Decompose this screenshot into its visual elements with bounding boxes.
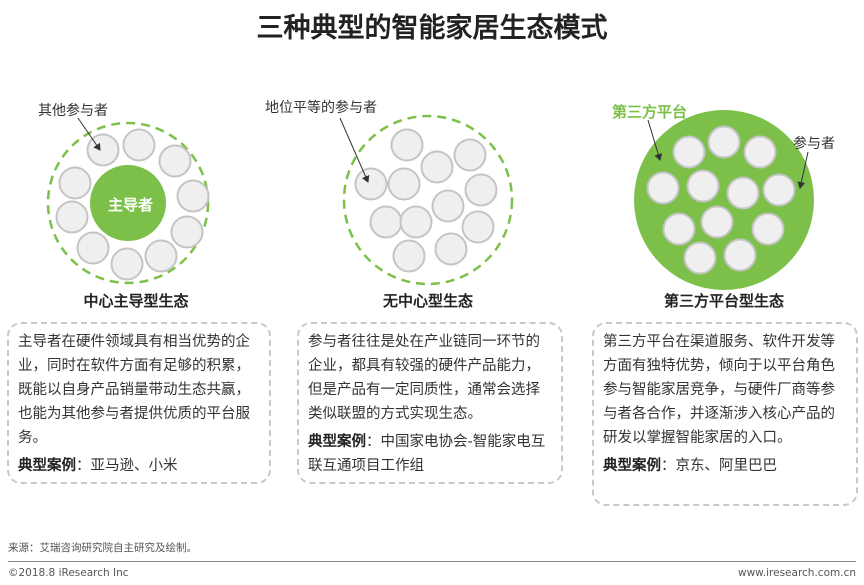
participant-circle [390,128,424,162]
participant-circle [743,135,777,169]
participant-circle [170,215,204,249]
diagram-platform [634,110,814,290]
participant-circle [431,189,465,223]
callout-equal-participants: 地位平等的参与者 [265,100,377,116]
callout-other-participants: 其他参与者 [38,103,108,119]
description: 主导者在硬件领域具有相当优势的企业，同时在软件方面有足够的积累，既能以自身产品销… [18,334,250,446]
participant-circle [58,166,92,200]
description-box-platform: 第三方平台在渠道服务、软件开发等方面有独特优势，倾向于以平台角色参与智能家居竞争… [592,322,858,506]
description: 第三方平台在渠道服务、软件开发等方面有独特优势，倾向于以平台角色参与智能家居竞争… [603,334,835,446]
participant-circle [700,205,734,239]
copyright: ©2018.8 iResearch Inc [8,567,129,579]
case-value: ：中国家电协会-智能家电互联互通项目工作组 [308,434,546,474]
participant-circle [158,144,192,178]
participant-circle [122,128,156,162]
page-title: 三种典型的智能家居生态模式 [256,13,608,44]
participant-circle [453,138,487,172]
participant-circle [723,238,757,272]
participant-circle [176,179,210,213]
case-value: ：京东、阿里巴巴 [661,458,777,474]
case-label: 典型案例 [308,434,366,450]
arrow [77,117,101,151]
arrow [797,151,809,189]
source-note: 来源：艾瑞咨询研究院自主研究及绘制。 [8,542,197,554]
leader-label: 主导者 [108,196,154,214]
participant-circle [392,239,426,273]
description-box-centralized: 主导者在硬件领域具有相当优势的企业，同时在软件方面有足够的积累，既能以自身产品销… [7,322,271,484]
participant-circle [369,205,403,239]
participant-circle [387,167,421,201]
participant-circle [762,173,796,207]
participant-circle [683,241,717,275]
callout-platform: 第三方平台 [612,103,688,121]
participant-circle [707,125,741,159]
footer-divider [8,561,856,562]
description-box-decentralized: 参与者往往是处在产业链同一环节的企业，都具有较强的硬件产品能力，但是产品有一定同… [297,322,563,484]
diagram-centralized [46,121,210,285]
participant-circle [354,167,388,201]
arrow [339,117,370,183]
case-label: 典型案例 [18,458,76,474]
participant-circle [662,212,696,246]
participant-circle [55,200,89,234]
caption-centralized: 中心主导型生态 [83,292,189,310]
participant-circle [646,171,680,205]
participant-circle [464,173,498,207]
participant-circle [434,232,468,266]
caption-platform: 第三方平台型生态 [663,292,784,310]
participant-circle [110,247,144,281]
participant-circle [672,135,706,169]
participant-circle [751,212,785,246]
participant-circle [420,150,454,184]
participant-circle [399,205,433,239]
leader-circle [90,165,166,241]
case-value: ：亚马逊、小米 [76,458,178,474]
case-label: 典型案例 [603,458,661,474]
website-link[interactable]: www.iresearch.com.cn [737,567,856,579]
participant-circle [144,239,178,273]
participant-circle [461,210,495,244]
boundary-circle [342,114,514,286]
callout-participants: 参与者 [793,136,835,152]
boundary-circle [46,121,210,285]
participant-circle [686,169,720,203]
caption-decentralized: 无中心型生态 [382,292,473,310]
participant-circle [726,176,760,210]
ecosystem-diagrams [46,110,814,290]
participant-circle [76,231,110,265]
diagram-decentralized [342,114,514,286]
arrow [647,119,663,161]
description: 参与者往往是处在产业链同一环节的企业，都具有较强的硬件产品能力，但是产品有一定同… [308,334,540,422]
